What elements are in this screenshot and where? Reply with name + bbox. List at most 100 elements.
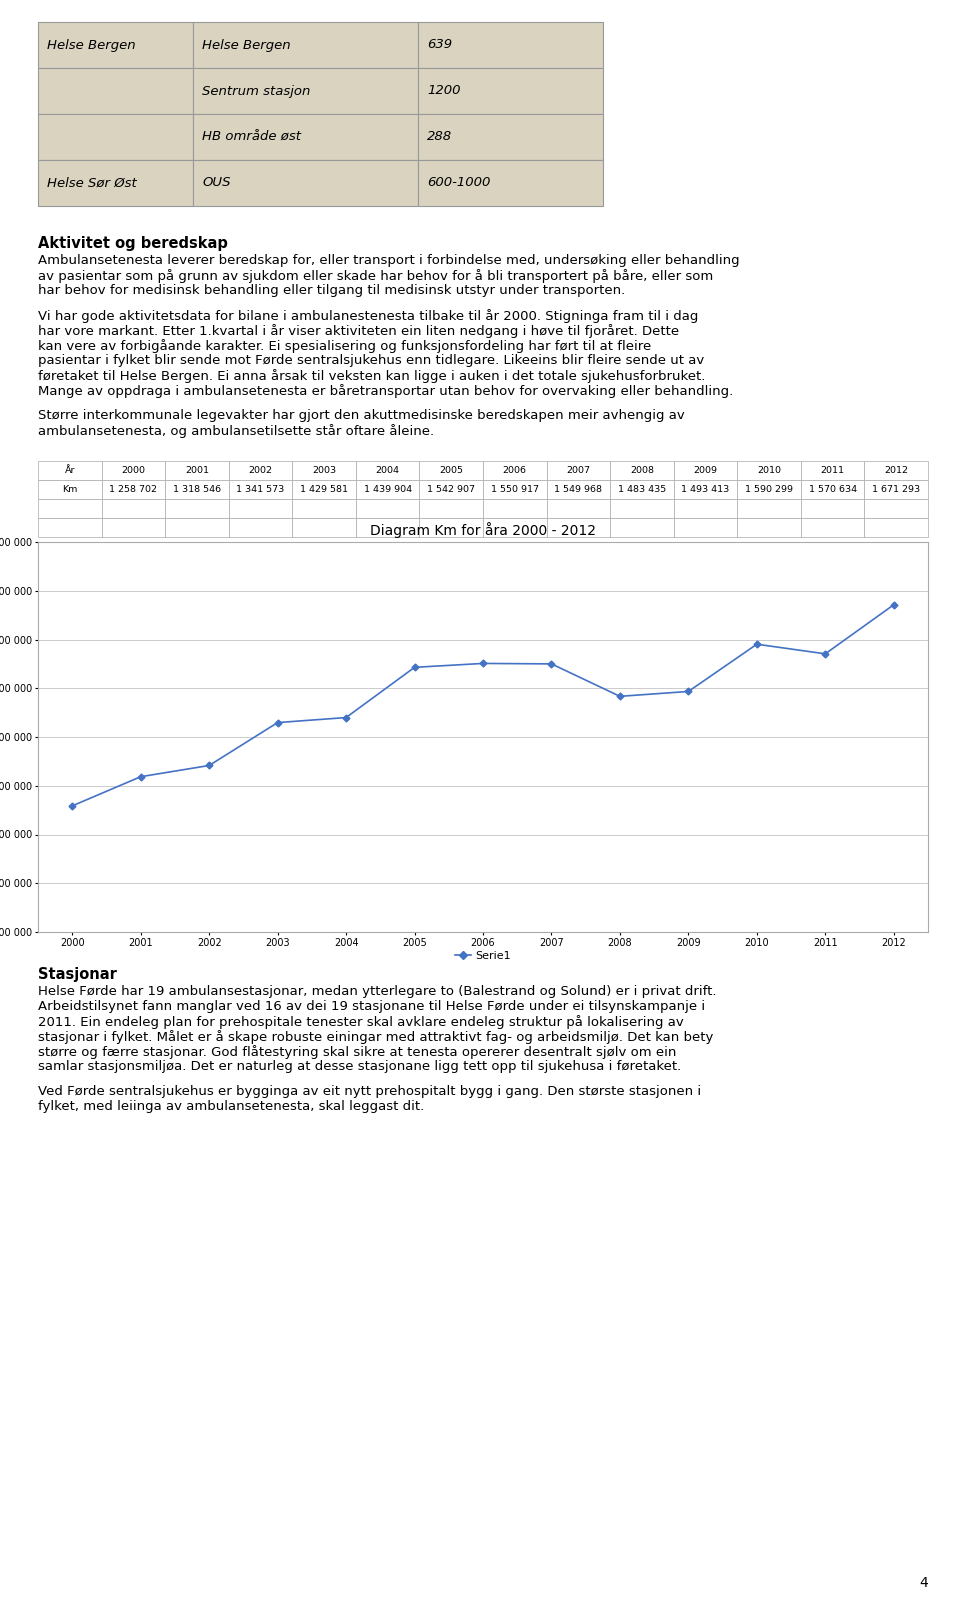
Bar bbox=[165, 461, 228, 480]
Text: større og færre stasjonar. God flåtestyring skal sikre at tenesta opererer desen: større og færre stasjonar. God flåtestyr… bbox=[38, 1045, 677, 1059]
Text: 1 483 435: 1 483 435 bbox=[618, 485, 666, 493]
Bar bbox=[864, 517, 928, 537]
Bar bbox=[38, 517, 102, 537]
Bar bbox=[38, 160, 193, 206]
Bar bbox=[864, 500, 928, 517]
Bar bbox=[420, 517, 483, 537]
Bar bbox=[674, 517, 737, 537]
Bar bbox=[801, 480, 864, 500]
Bar bbox=[483, 480, 546, 500]
Bar bbox=[864, 480, 928, 500]
Text: samlar stasjonsmiljøa. Det er naturleg at desse stasjonane ligg tett opp til sju: samlar stasjonsmiljøa. Det er naturleg a… bbox=[38, 1061, 682, 1074]
Bar bbox=[801, 517, 864, 537]
Text: 1 429 581: 1 429 581 bbox=[300, 485, 348, 493]
Text: 2009: 2009 bbox=[693, 466, 717, 476]
Bar bbox=[102, 461, 165, 480]
Text: OUS: OUS bbox=[202, 176, 230, 190]
Text: kan vere av forbigåande karakter. Ei spesialisering og funksjonsfordeling har fø: kan vere av forbigåande karakter. Ei spe… bbox=[38, 339, 651, 353]
Bar bbox=[674, 500, 737, 517]
Text: 2011. Ein endeleg plan for prehospitale tenester skal avklare endeleg struktur p: 2011. Ein endeleg plan for prehospitale … bbox=[38, 1016, 684, 1028]
Bar bbox=[193, 68, 418, 114]
Bar bbox=[674, 480, 737, 500]
Bar bbox=[483, 517, 546, 537]
Text: 1 318 546: 1 318 546 bbox=[173, 485, 221, 493]
Bar bbox=[102, 500, 165, 517]
Bar bbox=[38, 114, 193, 160]
Text: har vore markant. Etter 1.kvartal i år viser aktiviteten ein liten nedgang i høv: har vore markant. Etter 1.kvartal i år v… bbox=[38, 324, 679, 339]
Bar bbox=[38, 23, 193, 68]
Bar bbox=[228, 461, 292, 480]
Bar bbox=[546, 500, 611, 517]
Bar bbox=[193, 114, 418, 160]
Bar bbox=[483, 461, 546, 480]
Text: Sentrum stasjon: Sentrum stasjon bbox=[202, 84, 310, 97]
Text: Helse Bergen: Helse Bergen bbox=[202, 39, 291, 52]
Text: 2011: 2011 bbox=[821, 466, 845, 476]
Bar bbox=[611, 500, 674, 517]
Bar bbox=[193, 23, 418, 68]
Text: 1 493 413: 1 493 413 bbox=[682, 485, 730, 493]
Text: har behov for medisinsk behandling eller tilgang til medisinsk utstyr under tran: har behov for medisinsk behandling eller… bbox=[38, 284, 625, 297]
Bar bbox=[418, 68, 603, 114]
Text: Stasjonar: Stasjonar bbox=[38, 967, 117, 982]
Bar bbox=[356, 461, 420, 480]
Bar bbox=[546, 517, 611, 537]
Bar bbox=[420, 500, 483, 517]
Text: 2007: 2007 bbox=[566, 466, 590, 476]
Bar bbox=[102, 517, 165, 537]
Bar bbox=[611, 517, 674, 537]
Legend: Serie1: Serie1 bbox=[450, 946, 516, 966]
Bar bbox=[102, 480, 165, 500]
Text: År: År bbox=[64, 466, 75, 476]
Bar bbox=[292, 517, 356, 537]
Text: Ambulansetenesta leverer beredskap for, eller transport i forbindelse med, under: Ambulansetenesta leverer beredskap for, … bbox=[38, 255, 739, 268]
Bar bbox=[193, 160, 418, 206]
Bar bbox=[38, 480, 102, 500]
Text: 1 570 634: 1 570 634 bbox=[808, 485, 856, 493]
Text: Ved Førde sentralsjukehus er bygginga av eit nytt prehospitalt bygg i gang. Den : Ved Førde sentralsjukehus er bygginga av… bbox=[38, 1085, 701, 1098]
Bar bbox=[292, 461, 356, 480]
Text: 2010: 2010 bbox=[757, 466, 781, 476]
Bar bbox=[228, 500, 292, 517]
Text: 2008: 2008 bbox=[630, 466, 654, 476]
Text: 2003: 2003 bbox=[312, 466, 336, 476]
Bar bbox=[864, 461, 928, 480]
Text: 1 542 907: 1 542 907 bbox=[427, 485, 475, 493]
Text: fylket, med leiinga av ambulansetenesta, skal leggast dit.: fylket, med leiinga av ambulansetenesta,… bbox=[38, 1099, 424, 1112]
Text: Km: Km bbox=[62, 485, 78, 493]
Text: Vi har gode aktivitetsdata for bilane i ambulanestenesta tilbake til år 2000. St: Vi har gode aktivitetsdata for bilane i … bbox=[38, 310, 698, 322]
Text: HB område øst: HB område øst bbox=[202, 131, 301, 143]
Text: 4: 4 bbox=[920, 1577, 928, 1589]
Text: ambulansetenesta, og ambulansetilsette står oftare åleine.: ambulansetenesta, og ambulansetilsette s… bbox=[38, 424, 434, 438]
Text: 288: 288 bbox=[427, 131, 452, 143]
Text: 2005: 2005 bbox=[440, 466, 464, 476]
Bar bbox=[546, 461, 611, 480]
Bar bbox=[737, 500, 801, 517]
Text: 1 671 293: 1 671 293 bbox=[872, 485, 921, 493]
Text: pasientar i fylket blir sende mot Førde sentralsjukehus enn tidlegare. Likeeins : pasientar i fylket blir sende mot Førde … bbox=[38, 355, 705, 368]
Text: Mange av oppdraga i ambulansetenesta er båretransportar utan behov for overvakin: Mange av oppdraga i ambulansetenesta er … bbox=[38, 384, 733, 398]
Text: føretaket til Helse Bergen. Ei anna årsak til veksten kan ligge i auken i det to: føretaket til Helse Bergen. Ei anna årsa… bbox=[38, 369, 706, 384]
Text: 639: 639 bbox=[427, 39, 452, 52]
Bar bbox=[420, 480, 483, 500]
Bar bbox=[418, 114, 603, 160]
Bar bbox=[165, 500, 228, 517]
Text: 2012: 2012 bbox=[884, 466, 908, 476]
Bar bbox=[483, 500, 546, 517]
Bar bbox=[737, 480, 801, 500]
Text: av pasientar som på grunn av sjukdom eller skade har behov for å bli transporter: av pasientar som på grunn av sjukdom ell… bbox=[38, 269, 713, 284]
Bar bbox=[801, 500, 864, 517]
Text: Arbeidstilsynet fann manglar ved 16 av dei 19 stasjonane til Helse Førde under e: Arbeidstilsynet fann manglar ved 16 av d… bbox=[38, 999, 706, 1012]
Text: 1200: 1200 bbox=[427, 84, 461, 97]
Text: stasjonar i fylket. Målet er å skape robuste einingar med attraktivt fag- og arb: stasjonar i fylket. Målet er å skape rob… bbox=[38, 1030, 713, 1045]
Bar bbox=[228, 517, 292, 537]
Bar bbox=[737, 461, 801, 480]
Text: Aktivitet og beredskap: Aktivitet og beredskap bbox=[38, 235, 228, 251]
Bar bbox=[737, 517, 801, 537]
Text: 2002: 2002 bbox=[249, 466, 273, 476]
Text: 1 549 968: 1 549 968 bbox=[554, 485, 602, 493]
Bar bbox=[418, 160, 603, 206]
Bar bbox=[420, 461, 483, 480]
Title: Diagram Km for åra 2000 - 2012: Diagram Km for åra 2000 - 2012 bbox=[370, 522, 596, 538]
Bar bbox=[38, 68, 193, 114]
